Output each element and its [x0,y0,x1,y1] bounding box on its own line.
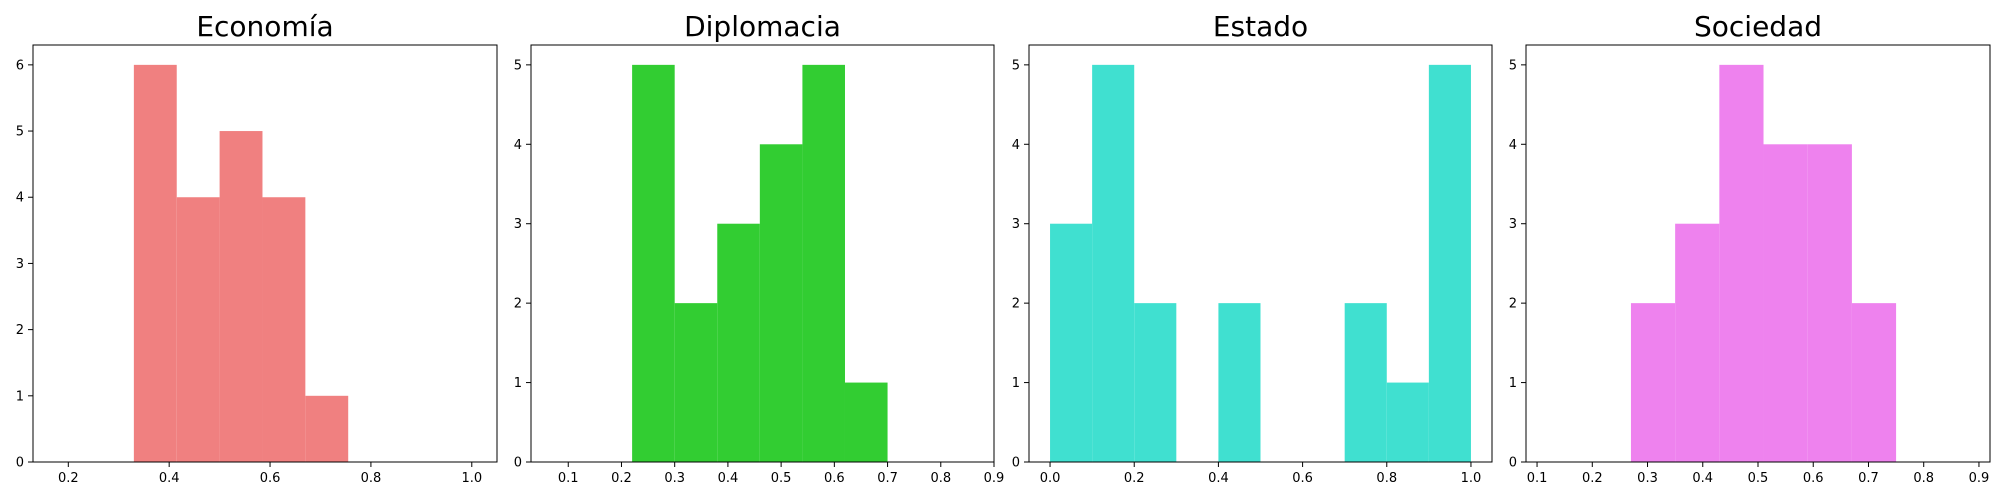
x-tick-label: 0.5 [771,471,792,486]
axes-frame [530,44,995,463]
histogram-bar [133,64,177,462]
x-tick-label: 0.6 [260,471,281,486]
histogram-bar [1386,382,1429,462]
y-tick-label: 1 [1509,376,1517,391]
histogram-bar [674,303,718,462]
y-tick-label: 1 [514,376,522,391]
histogram-bar [1218,303,1261,462]
subplot-title: Economía [196,10,333,43]
histogram-bar [262,197,306,462]
y-tick-label: 2 [514,297,522,312]
x-tick-label: 1.0 [461,471,482,486]
x-tick-label: 0.8 [1913,471,1934,486]
histogram-bar [844,382,888,462]
x-tick-label: 0.1 [558,471,579,486]
y-tick-label: 3 [1509,217,1517,232]
y-tick-label: 3 [514,217,522,232]
x-tick-label: 0.3 [664,471,685,486]
y-tick-label: 3 [1012,217,1020,232]
histogram-bar [1630,303,1676,462]
histogram-bar [1851,303,1897,462]
y-tick-label: 4 [1509,138,1517,153]
histogram-bar [1719,64,1764,462]
x-tick-label: 0.1 [1527,471,1548,486]
x-tick-label: 0.9 [984,471,1005,486]
y-tick-label: 2 [1012,297,1020,312]
y-tick-label: 6 [16,58,24,73]
y-tick-label: 1 [16,389,24,404]
y-tick-label: 0 [1509,456,1517,471]
y-tick-label: 3 [16,257,24,272]
y-tick-label: 5 [514,58,522,73]
axes-frame [1028,44,1493,463]
x-tick-label: 0.2 [611,471,632,486]
histogram-bar [717,223,760,462]
histogram-bar [305,395,349,462]
x-tick-label: 0.2 [1582,471,1603,486]
subplot-1: Economía 0.2 0.4 0.6 0.8 1.0 0 1 2 3 4 5 6 [16,10,498,486]
x-tick-label: 0.9 [1969,471,1990,486]
x-tick-label: 0.2 [1124,471,1145,486]
x-tick-label: 0.4 [718,471,739,486]
y-tick-label: 0 [1012,456,1020,471]
x-tick-label: 0.6 [1803,471,1824,486]
subplot-3: Estado 0.0 0.2 0.4 0.6 0.8 1.0 0 1 2 3 4 5 [1012,10,1493,486]
x-tick-label: 0.5 [1748,471,1769,486]
x-tick-label: 0.6 [824,471,845,486]
subplot-2: Diplomacia 0.1 0.2 0.3 0.4 0.5 0.6 0.7 0.8 0.9 0 1 2… [514,10,1005,486]
y-tick-label: 4 [514,138,522,153]
x-tick-label: 0.7 [877,471,898,486]
y-tick-label: 0 [16,456,24,471]
x-tick-label: 0.4 [1208,471,1229,486]
axes-frame [32,44,498,463]
x-tick-label: 0.2 [58,471,79,486]
subplot-title: Diplomacia [684,10,841,43]
y-tick-label: 2 [1509,297,1517,312]
histogram-bar [802,64,845,462]
subplot-title: Sociedad [1694,10,1822,43]
histogram-bar [1344,303,1387,462]
x-tick-label: 0.8 [930,471,951,486]
histogram-bar [1807,144,1852,463]
histogram-bar [1134,303,1177,462]
x-tick-label: 1.0 [1461,471,1482,486]
subplot-4: Sociedad 0.1 0.2 0.3 0.4 0.5 0.6 0.7 0.8 0.9 0 1 2 3 4… [1509,10,1991,486]
x-tick-label: 0.0 [1040,471,1061,486]
y-tick-label: 0 [514,456,522,471]
x-tick-label: 0.6 [1292,471,1313,486]
histogram-bar [219,131,263,463]
y-tick-label: 5 [1509,58,1517,73]
histogram-bar [759,144,803,463]
x-tick-label: 0.4 [1692,471,1713,486]
x-tick-label: 0.4 [159,471,180,486]
y-tick-label: 1 [1012,376,1020,391]
histogram-bar [1050,223,1093,462]
x-tick-label: 0.7 [1858,471,1879,486]
subplot-title: Estado [1213,10,1308,43]
histogram-bar [1675,223,1720,462]
y-tick-label: 5 [16,125,24,140]
histogram-bar [632,64,675,462]
histogram-bar [1763,144,1808,463]
x-tick-label: 0.8 [361,471,382,486]
histogram-bar [176,197,220,462]
y-tick-label: 5 [1012,58,1020,73]
y-tick-label: 2 [16,323,24,338]
y-tick-label: 4 [16,191,24,206]
x-tick-label: 0.8 [1376,471,1397,486]
x-tick-label: 0.3 [1637,471,1658,486]
histogram-bar [1092,64,1135,462]
histogram-bar [1428,64,1471,462]
y-tick-label: 4 [1012,138,1020,153]
